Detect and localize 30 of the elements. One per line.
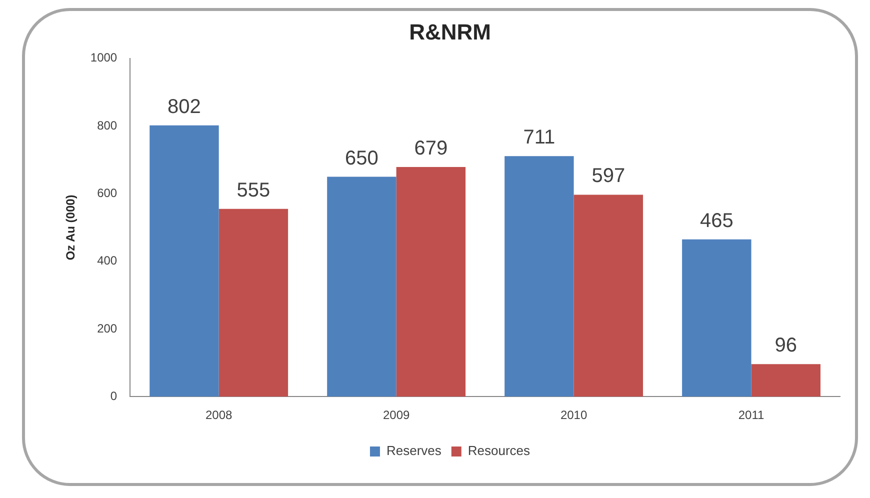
x-tick-label: 2009 — [382, 408, 410, 422]
legend-label: Resources — [468, 443, 531, 458]
data-label: 650 — [345, 147, 378, 170]
bar — [218, 208, 288, 397]
data-label: 679 — [414, 137, 448, 160]
y-tick-label: 0 — [110, 388, 118, 403]
bar — [396, 166, 466, 397]
bar — [682, 239, 752, 397]
bar — [327, 176, 396, 397]
data-label: 597 — [592, 165, 626, 188]
bar — [150, 125, 219, 397]
data-label: 711 — [523, 126, 556, 149]
bar — [574, 194, 643, 397]
y-axis-title: Oz Au (000) — [64, 194, 78, 260]
x-tick-label: 2011 — [738, 408, 764, 422]
legend-label: Reserves — [386, 443, 442, 458]
bar — [504, 156, 574, 397]
y-tick-label: 200 — [97, 321, 118, 336]
bar — [751, 364, 820, 397]
y-tick-label: 400 — [97, 254, 118, 268]
data-label: 465 — [700, 210, 734, 232]
x-tick-label: 2008 — [205, 408, 233, 422]
y-tick-label: 600 — [97, 186, 118, 200]
chart-title: R&NRM — [409, 19, 491, 44]
y-tick-label: 1000 — [90, 50, 118, 65]
data-label: 555 — [236, 179, 270, 202]
data-label: 802 — [168, 96, 201, 118]
y-tick-label: 800 — [97, 118, 118, 132]
data-label: 96 — [774, 334, 797, 357]
x-tick-label: 2010 — [560, 408, 588, 422]
